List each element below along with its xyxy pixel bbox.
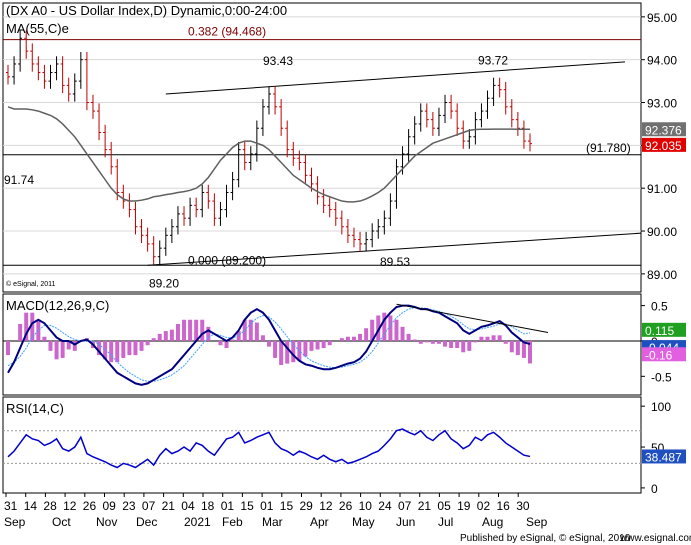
x-month-label: Aug xyxy=(482,515,503,529)
ma55-line xyxy=(7,106,530,203)
rsi-tick-label: 0 xyxy=(651,482,658,496)
rsi-line xyxy=(7,428,531,469)
x-day-label: 21 xyxy=(418,499,432,513)
x-day-label: 16 xyxy=(497,499,511,513)
footer-published: Published by eSignal, © eSignal, 2010 xyxy=(460,533,631,544)
ma-label: MA(55,C)e xyxy=(6,21,69,36)
peak-label-9343: 93.43 xyxy=(263,54,293,68)
trough-label-8953: 89.53 xyxy=(380,255,410,269)
x-month-label: Nov xyxy=(96,515,117,529)
rsi-last-badge-bg xyxy=(642,449,686,464)
x-day-label: 07 xyxy=(398,499,412,513)
price-tick-label: 94.00 xyxy=(647,54,677,68)
esignal-small-label: © eSignal, 2011 xyxy=(6,280,56,288)
ma-last-badge: 92.376 xyxy=(645,123,682,137)
fibo-0000-label: 0.000 (89.200) xyxy=(188,253,266,267)
x-day-label: 01 xyxy=(260,499,274,513)
x-month-label: Sep xyxy=(526,515,548,529)
rsi-tick-label: 100 xyxy=(651,400,671,414)
price-panel-frame xyxy=(2,2,642,293)
x-month-label: Apr xyxy=(310,515,329,529)
ma-last-badge-bg xyxy=(642,122,686,137)
x-day-label: 12 xyxy=(63,499,77,513)
x-month-label: Sep xyxy=(4,515,26,529)
close-last-badge: 92.035 xyxy=(645,139,682,153)
macd-trendline xyxy=(396,303,549,333)
lower-channel-line xyxy=(147,232,642,266)
x-day-label: 12 xyxy=(319,499,333,513)
x-day-label: 30 xyxy=(516,499,530,513)
hist-last-badge: -0.16 xyxy=(645,348,673,362)
macd-tick-label: -0.5 xyxy=(651,370,672,384)
support-label: (91.780) xyxy=(586,141,631,155)
fibo-0382-label: 0.382 (94.468) xyxy=(188,25,266,39)
macd-title: MACD(12,26,9,C) xyxy=(6,298,109,313)
rsi-panel-frame xyxy=(2,396,642,494)
macd-line xyxy=(7,304,531,386)
x-day-label: 09 xyxy=(103,499,117,513)
signal-last-badge: 0.115 xyxy=(645,324,674,338)
x-day-label: 21 xyxy=(162,499,176,513)
price-tick-label: 95.00 xyxy=(647,11,677,25)
x-day-label: 24 xyxy=(378,499,392,513)
x-day-label: 23 xyxy=(122,499,136,513)
x-day-label: 01 xyxy=(221,499,235,513)
x-month-label: 2021 xyxy=(184,515,211,529)
x-day-label: 19 xyxy=(457,499,471,513)
x-month-label: Feb xyxy=(222,515,243,529)
price-tick-label: 91.00 xyxy=(647,182,677,196)
x-day-label: 18 xyxy=(201,499,215,513)
x-day-label: 07 xyxy=(142,499,156,513)
macd-histogram xyxy=(6,312,532,366)
x-month-label: Oct xyxy=(52,515,71,529)
x-axis: 31 14 28 12 26 09 23 07 21 04 18 01 15 01 15 29 12 26 10 24… xyxy=(4,493,548,529)
hist-last-badge-bg xyxy=(642,347,686,362)
left-value-label: 91.74 xyxy=(4,173,34,187)
x-day-label: 26 xyxy=(83,499,97,513)
price-tick-label: 90.00 xyxy=(647,225,677,239)
rsi-last-badge: 38.487 xyxy=(645,450,682,464)
chart-title: (DX A0 - US Dollar Index,D) Dynamic,0:00… xyxy=(6,3,287,18)
x-month-label: Mar xyxy=(262,515,283,529)
upper-channel-line xyxy=(165,61,626,95)
x-day-label: 28 xyxy=(43,499,57,513)
x-day-label: 15 xyxy=(280,499,294,513)
x-month-label: Dec xyxy=(136,515,157,529)
peak-label-9372: 93.72 xyxy=(478,54,508,68)
x-day-label: 15 xyxy=(240,499,254,513)
macd-panel-frame xyxy=(2,293,642,396)
x-day-label: 26 xyxy=(339,499,353,513)
x-day-label: 14 xyxy=(24,499,38,513)
x-month-label: May xyxy=(352,515,375,529)
candlestick-series xyxy=(6,30,532,265)
x-month-label: Jul xyxy=(438,515,453,529)
price-tick-label: 89.00 xyxy=(647,268,677,282)
x-day-label: 02 xyxy=(477,499,491,513)
rsi-title: RSI(14,C) xyxy=(6,401,64,416)
signal-last-badge-bg xyxy=(642,322,686,337)
macd-tick-label: 0.5 xyxy=(651,300,668,314)
trough-label-8920: 89.20 xyxy=(149,276,179,290)
x-month-label: Jun xyxy=(396,515,415,529)
x-day-label: 10 xyxy=(359,499,373,513)
x-day-label: 04 xyxy=(181,499,195,513)
footer-url: www.esignal.com xyxy=(619,533,691,544)
price-tick-label: 93.00 xyxy=(647,97,677,111)
x-day-label: 05 xyxy=(437,499,451,513)
x-day-label: 29 xyxy=(300,499,314,513)
x-day-label: 31 xyxy=(4,499,18,513)
close-last-badge-bg xyxy=(642,137,686,152)
